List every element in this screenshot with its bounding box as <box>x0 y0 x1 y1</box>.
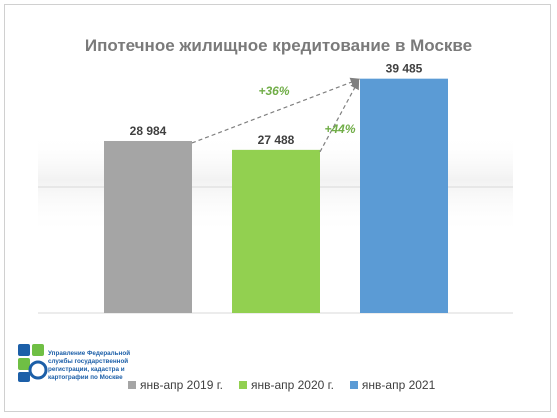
legend-item: янв-апр 2019 г. <box>128 378 223 392</box>
data-label: 27 488 <box>258 133 295 147</box>
legend-item: янв-апр 2020 г. <box>238 378 334 392</box>
growth-arrow <box>319 79 360 153</box>
legend-swatch <box>349 381 358 389</box>
data-label: 39 485 <box>386 62 423 76</box>
bar <box>232 149 320 313</box>
legend-label: янв-апр 2019 г. <box>140 378 223 392</box>
data-label: 28 984 <box>130 124 167 138</box>
legend-swatch <box>238 381 247 389</box>
legend-label: янв-апр 2020 г. <box>250 378 334 392</box>
chart-legend: янв-апр 2019 г. янв-апр 2020 г. янв-апр … <box>128 375 435 395</box>
rosreestr-logo <box>14 340 144 400</box>
growth-arrow <box>191 77 361 144</box>
bar <box>104 140 192 313</box>
legend-label: янв-апр 2021 <box>361 378 436 392</box>
logo-caption: Управление Федеральной службы государств… <box>48 350 131 381</box>
growth-annotation: +44% <box>324 122 355 136</box>
legend-swatch <box>128 381 136 389</box>
chart-title: Ипотечное жилищное кредитование в Москве <box>84 36 473 55</box>
growth-annotation: +36% <box>258 84 289 98</box>
legend-item: янв-апр 2021 <box>349 378 436 392</box>
bar <box>360 78 448 314</box>
rosreestr-emblem-icon <box>18 344 48 382</box>
